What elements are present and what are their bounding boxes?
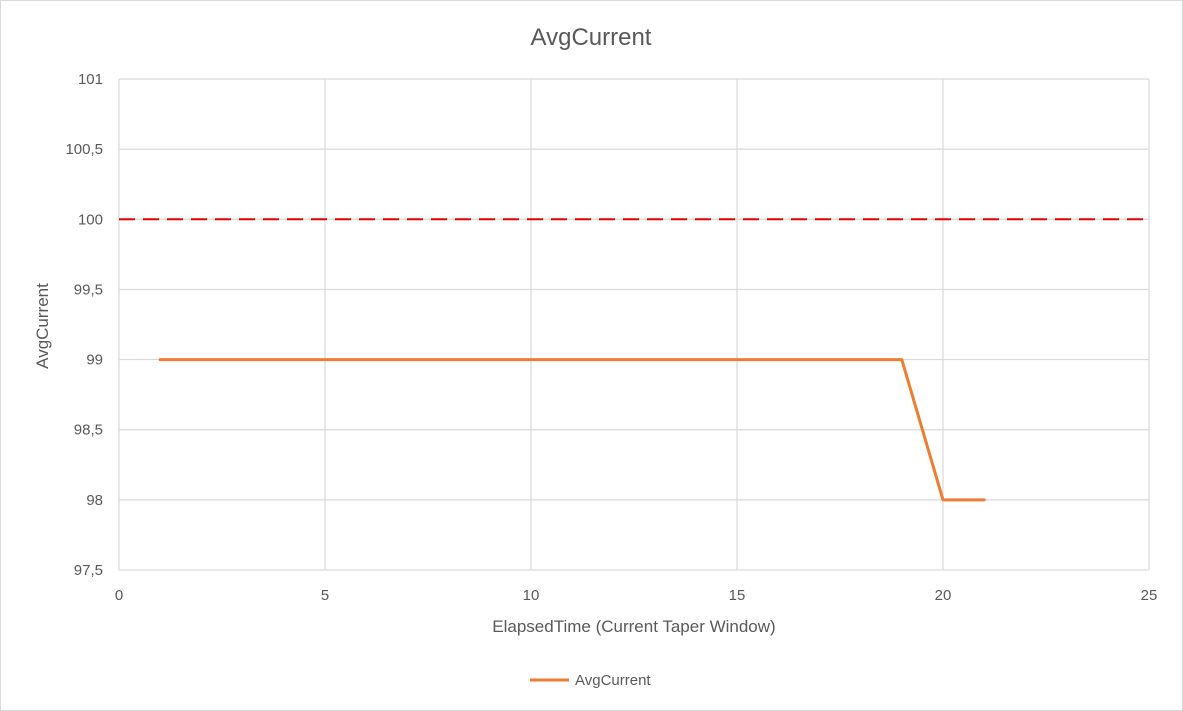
- chart-title: AvgCurrent: [531, 24, 652, 51]
- y-tick-label: 97,5: [74, 562, 103, 579]
- y-tick-label: 99: [86, 352, 103, 369]
- y-axis-title: AvgCurrent: [33, 283, 52, 369]
- x-tick-label: 25: [1141, 587, 1158, 604]
- y-tick-label: 99,5: [74, 281, 103, 298]
- legend-label-avgcurrent: AvgCurrent: [575, 672, 651, 689]
- x-tick-label: 15: [729, 587, 746, 604]
- tick-label-layer: 97,5 98 98,5 99 99,5 100 100,5 101 0 5 10 15 20 25: [65, 71, 1157, 604]
- legend: AvgCurrent: [530, 672, 651, 689]
- x-tick-label: 20: [935, 587, 952, 604]
- series-layer: [158, 358, 986, 502]
- y-tick-label: 100,5: [65, 141, 103, 158]
- series-line-avgcurrent: [158, 358, 986, 502]
- x-tick-label: 10: [523, 587, 540, 604]
- x-tick-label: 5: [321, 587, 329, 604]
- x-tick-label: 0: [115, 587, 123, 604]
- y-tick-label: 98,5: [74, 422, 103, 439]
- y-tick-label: 98: [86, 492, 103, 509]
- y-tick-label: 101: [78, 71, 103, 88]
- y-tick-label: 100: [78, 211, 103, 228]
- grid-layer: [118, 78, 1150, 571]
- x-axis-title: ElapsedTime (Current Taper Window): [492, 617, 775, 636]
